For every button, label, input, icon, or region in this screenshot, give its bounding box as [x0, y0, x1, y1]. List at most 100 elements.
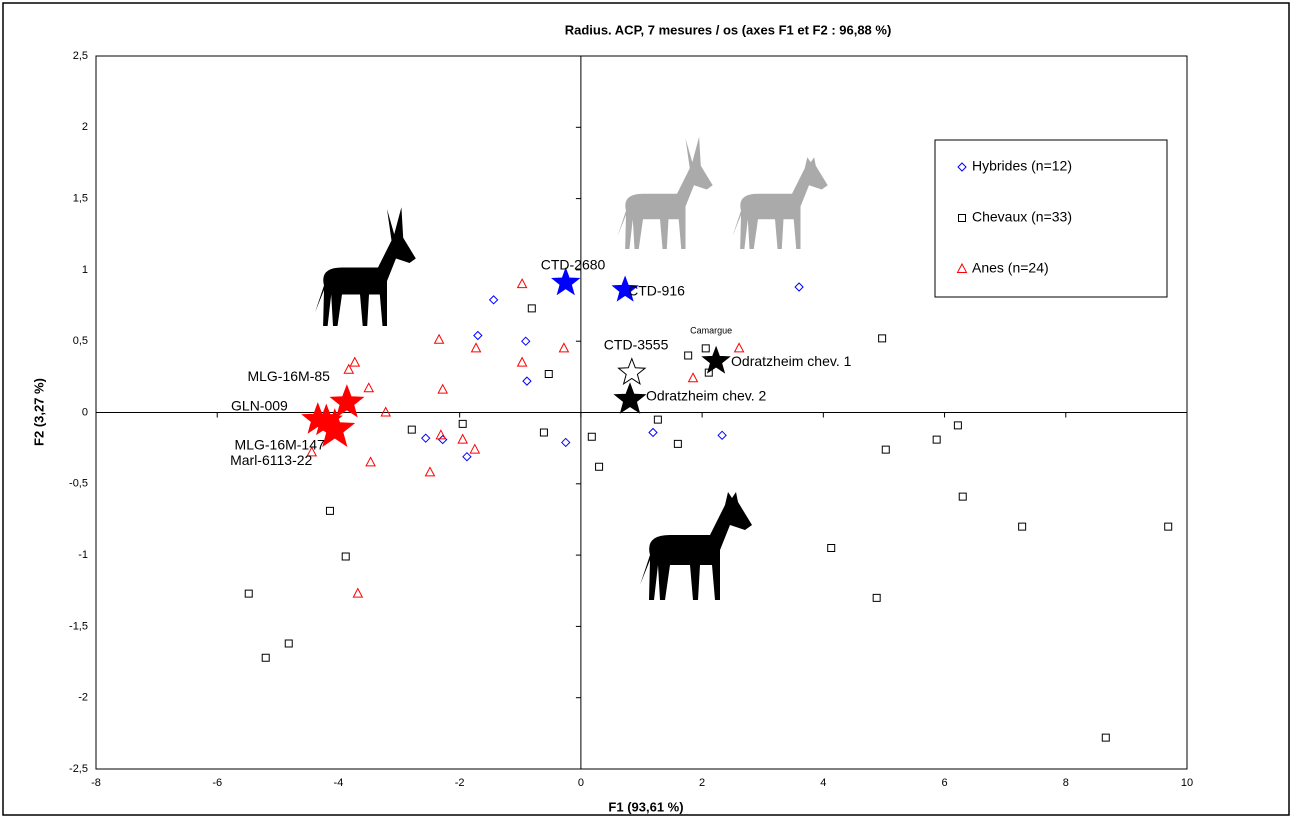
y-tick-label: 0,5	[73, 335, 88, 347]
x-axis-label: F1 (93,61 %)	[608, 799, 683, 814]
point	[407, 425, 416, 434]
point	[343, 363, 355, 374]
chart-title: Radius. ACP, 7 mesures / os (axes F1 et …	[565, 22, 892, 37]
point	[433, 333, 445, 344]
point	[701, 344, 710, 353]
specimen-star	[617, 357, 647, 386]
legend: Hybrides (n=12) Chevaux (n=33) Anes (n=24)	[934, 139, 1168, 298]
point	[284, 639, 293, 648]
point	[1101, 733, 1110, 742]
point	[561, 437, 571, 448]
x-tick-label: 10	[1181, 777, 1193, 789]
point	[558, 342, 570, 353]
point	[958, 492, 967, 501]
point	[458, 419, 467, 428]
silhouette	[315, 207, 416, 326]
point	[932, 435, 941, 444]
legend-box	[934, 139, 1168, 298]
point	[244, 589, 253, 598]
point	[473, 330, 483, 341]
point	[349, 356, 361, 367]
specimen-label: Odratzheim chev. 1	[731, 353, 852, 369]
point	[953, 421, 962, 430]
point	[462, 451, 472, 462]
annotation: Camargue	[690, 326, 732, 336]
silhouette	[732, 157, 828, 250]
point	[527, 304, 536, 313]
point	[435, 429, 447, 440]
point	[794, 282, 804, 292]
point	[522, 376, 532, 386]
specimen-star	[551, 267, 581, 296]
specimen-label: MLG-16M-85	[247, 368, 330, 384]
y-tick-label: -2,5	[69, 763, 88, 775]
x-tick-label: 4	[820, 777, 826, 789]
specimen-label: MLG-16M-147	[235, 436, 325, 452]
specimen-star	[309, 403, 343, 436]
legend-label: Hybrides (n=12)	[972, 158, 1072, 174]
specimen-label: CTD-3555	[604, 336, 669, 352]
x-tick-label: 6	[941, 777, 947, 789]
point	[648, 427, 658, 438]
y-axis-label: F2 (3,27 %)	[31, 378, 46, 446]
specimen-label: CTD-2680	[541, 256, 606, 272]
y-tick-label: 1	[82, 264, 88, 276]
y-tick-label: 2,5	[73, 50, 88, 62]
point	[470, 342, 482, 353]
point	[673, 439, 682, 448]
point	[878, 334, 887, 343]
point	[437, 383, 449, 394]
point	[1164, 522, 1173, 531]
y-tick-label: 0	[82, 406, 88, 418]
point	[717, 430, 727, 441]
legend-label: Chevaux (n=33)	[972, 209, 1072, 225]
point	[684, 351, 693, 360]
point	[687, 372, 699, 383]
point	[516, 356, 528, 367]
point	[424, 466, 436, 477]
x-tick-label: 2	[699, 777, 705, 789]
x-tick-label: -4	[334, 777, 344, 789]
point	[352, 587, 364, 598]
point	[261, 653, 270, 662]
point	[653, 415, 662, 424]
y-tick-label: -1	[78, 549, 88, 561]
silhouettes	[315, 136, 828, 600]
point	[881, 445, 890, 454]
point	[363, 382, 375, 393]
point	[469, 443, 481, 454]
specimen-star	[701, 345, 731, 374]
point	[306, 446, 318, 457]
specimen-label: GLN-009	[231, 397, 288, 413]
specimen-star	[329, 384, 365, 418]
y-tick-label: -1,5	[69, 620, 88, 632]
specimen-star	[613, 382, 647, 414]
specimen-label: Odratzheim chev. 2	[646, 387, 767, 403]
point	[733, 342, 745, 353]
point	[341, 552, 350, 561]
specimen-label: CTD-916	[628, 283, 685, 299]
point	[457, 433, 469, 444]
point	[872, 593, 881, 602]
point	[521, 336, 531, 346]
point	[380, 406, 392, 417]
y-tick-label: 1,5	[73, 193, 88, 205]
silhouette	[617, 136, 713, 249]
point	[325, 506, 334, 515]
y-tick-label: -0,5	[69, 478, 88, 490]
point	[488, 295, 499, 305]
specimen-star	[611, 275, 639, 302]
point	[539, 428, 548, 437]
specimen-label: Marl-6113-22	[230, 452, 312, 468]
point	[587, 432, 596, 441]
legend-label: Anes (n=24)	[972, 260, 1049, 276]
x-tick-label: 0	[578, 777, 584, 789]
point	[957, 162, 967, 172]
point	[516, 278, 528, 289]
silhouette	[640, 492, 752, 600]
x-tick-label: -8	[91, 777, 101, 789]
point	[595, 462, 604, 471]
point	[958, 214, 966, 222]
